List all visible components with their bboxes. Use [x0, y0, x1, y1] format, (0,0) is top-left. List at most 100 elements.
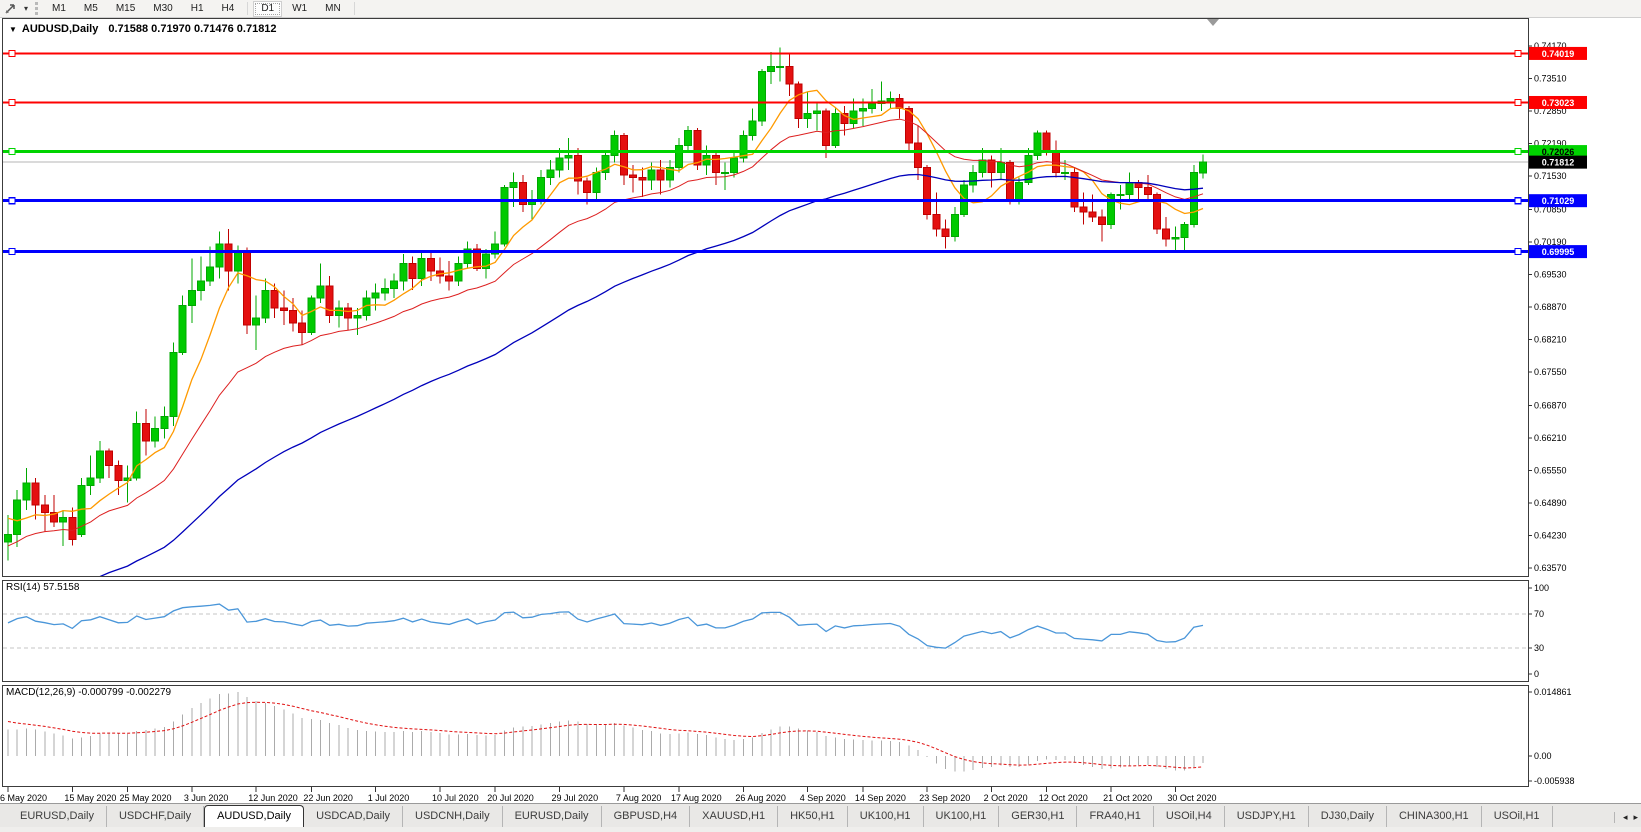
svg-text:0: 0 [1534, 669, 1539, 679]
tab-usoil-h1-17[interactable]: USOil,H1 [1482, 806, 1553, 827]
chart-tab-bar: EURUSD,Daily USDCHF,Daily AUDUSD,Daily USDC… [0, 803, 1641, 827]
svg-text:0.70850: 0.70850 [1534, 204, 1567, 214]
toolbar-separator [247, 2, 249, 15]
chart-title-caret-icon: ▼ [9, 25, 17, 34]
date-label: 29 Jul 2020 [552, 793, 599, 803]
ma-mid-line [7, 118, 1204, 547]
tab-usdchf-daily-1[interactable]: USDCHF,Daily [107, 806, 205, 827]
svg-text:0.71530: 0.71530 [1534, 171, 1567, 181]
hline-0.69995[interactable] [3, 247, 1528, 256]
panel-frames [2, 18, 1529, 787]
date-axis: 6 May 2020 15 May 2020 25 May 2020 3 Jun 20… [0, 787, 1216, 803]
date-label: 15 May 2020 [64, 793, 116, 803]
rsi-line [7, 603, 1204, 649]
toolbar-separator [353, 2, 355, 15]
cursor-tool-icon[interactable] [2, 1, 20, 16]
tab-eurusd-daily-5[interactable]: EURUSD,Daily [503, 806, 602, 827]
timeframe-button-w1[interactable]: W1 [292, 2, 308, 14]
date-label: 6 May 2020 [0, 793, 47, 803]
tab-eurusd-daily-0[interactable]: EURUSD,Daily [8, 806, 107, 827]
svg-text:-0.005938: -0.005938 [1534, 776, 1575, 786]
tabs-scroll-left-icon[interactable]: ◂ [1622, 812, 1628, 822]
status-strip [0, 827, 1641, 832]
tab-fra40-h1-12[interactable]: FRA40,H1 [1077, 806, 1154, 827]
price-axis: 0.74170 0.73510 0.72850 0.72190 0.71530 0.708… [1528, 41, 1567, 573]
svg-text:0.68210: 0.68210 [1534, 335, 1567, 345]
tab-ger30-h1-11[interactable]: GER30,H1 [999, 806, 1078, 827]
tab-scroll-arrows: ◂ ▸ [1613, 812, 1638, 823]
chart-ohlc-values: 0.71588 0.71970 0.71476 0.71812 [108, 23, 277, 35]
svg-text:0.72850: 0.72850 [1534, 106, 1567, 116]
timeframe-button-mn[interactable]: MN [325, 2, 341, 14]
chart-shift-marker-icon[interactable] [1207, 19, 1219, 26]
svg-text:0.69530: 0.69530 [1534, 269, 1567, 279]
price-badges: 0.74019 0.73023 0.72026 0.71029 0.69995 0.718… [1529, 46, 1587, 259]
svg-text:30: 30 [1534, 643, 1544, 653]
tab-china300-h1-16[interactable]: CHINA300,H1 [1387, 806, 1482, 827]
svg-text:0.70190: 0.70190 [1534, 237, 1567, 247]
svg-text:0.67550: 0.67550 [1534, 367, 1567, 377]
tab-dj30-daily-15[interactable]: DJ30,Daily [1309, 806, 1387, 827]
date-label: 26 Aug 2020 [735, 793, 786, 803]
svg-text:0.64890: 0.64890 [1534, 498, 1567, 508]
hline-0.74019[interactable] [3, 49, 1528, 58]
timeframe-button-m15[interactable]: M15 [115, 2, 136, 14]
svg-text:100: 100 [1534, 583, 1549, 593]
timeframe-button-m5[interactable]: M5 [83, 2, 98, 14]
svg-text:0.68870: 0.68870 [1534, 302, 1567, 312]
chart-title[interactable]: ▼ AUDUSD,Daily 0.71588 0.71970 0.71476 0.7… [9, 23, 277, 35]
macd-signal-line [7, 701, 1204, 769]
timeframe-button-m30[interactable]: M30 [153, 2, 173, 14]
chart-symbol-period: AUDUSD,Daily [21, 23, 99, 35]
timeframe-button-h1[interactable]: H1 [190, 2, 204, 14]
dropdown-caret-icon[interactable]: ▾ [23, 4, 28, 13]
tab-usdcad-daily-3[interactable]: USDCAD,Daily [304, 806, 404, 827]
candles [4, 47, 1207, 561]
chart-canvas[interactable]: 0.74170 0.73510 0.72850 0.72190 0.71530 0.708… [0, 0, 1641, 803]
macd-panel: 0.014861 0.00 -0.005938 [7, 687, 1575, 786]
hline-0.73023[interactable] [3, 98, 1528, 107]
timeframe-button-h4[interactable]: H4 [221, 2, 235, 14]
timeframe-button-d1[interactable]: D1 [253, 0, 283, 17]
svg-text:0.74170: 0.74170 [1534, 41, 1567, 51]
date-label: 30 Oct 2020 [1167, 793, 1216, 803]
svg-text:0.73510: 0.73510 [1534, 74, 1567, 84]
svg-text:0.00: 0.00 [1534, 751, 1552, 761]
rsi-panel: 100 70 30 0 [3, 583, 1549, 679]
macd-indicator-label: MACD(12,26,9) -0.000799 -0.002279 [6, 687, 172, 698]
date-label: 23 Sep 2020 [919, 793, 970, 803]
ma-fast-line [7, 89, 1204, 522]
date-label: 21 Oct 2020 [1103, 793, 1152, 803]
svg-text:0.71029: 0.71029 [1542, 196, 1575, 206]
date-label: 2 Oct 2020 [984, 793, 1028, 803]
date-label: 25 May 2020 [119, 793, 171, 803]
date-label: 1 Jul 2020 [368, 793, 410, 803]
hline-0.72026[interactable] [3, 147, 1528, 156]
date-label: 7 Aug 2020 [616, 793, 662, 803]
tab-audusd-daily-2[interactable]: AUDUSD,Daily [204, 805, 305, 827]
toolbar: ▾ M1 M5 M15 M30 H1 H4 D1 W1 MN [0, 0, 1641, 18]
tab-uk100-h1-10[interactable]: UK100,H1 [924, 806, 1000, 827]
tab-usdjpy-h1-14[interactable]: USDJPY,H1 [1225, 806, 1309, 827]
rsi-indicator-label: RSI(14) 57.5158 [6, 582, 80, 593]
svg-text:0.72026: 0.72026 [1542, 147, 1575, 157]
svg-text:0.74019: 0.74019 [1542, 49, 1575, 59]
tab-xauusd-h1-7[interactable]: XAUUSD,H1 [690, 806, 779, 827]
tab-gbpusd-h4-6[interactable]: GBPUSD,H4 [602, 806, 691, 827]
svg-text:0.014861: 0.014861 [1534, 687, 1572, 697]
tabs-scroll-right-icon[interactable]: ▸ [1633, 812, 1638, 822]
timeframe-button-m1[interactable]: M1 [52, 2, 66, 14]
date-label: 12 Jun 2020 [248, 793, 298, 803]
svg-text:0.73023: 0.73023 [1542, 98, 1575, 108]
tab-hk50-h1-8[interactable]: HK50,H1 [778, 806, 848, 827]
macd-histogram [7, 692, 1204, 772]
tab-uk100-h1-9[interactable]: UK100,H1 [848, 806, 924, 827]
toolbar-grip [35, 2, 38, 15]
tab-usdcnh-daily-4[interactable]: USDCNH,Daily [403, 806, 503, 827]
tab-usoil-h4-13[interactable]: USOil,H4 [1154, 806, 1225, 827]
ma-slow-line [99, 173, 1204, 576]
svg-text:0.66870: 0.66870 [1534, 400, 1567, 410]
svg-text:0.69995: 0.69995 [1542, 247, 1575, 257]
hline-0.71029[interactable] [3, 197, 1528, 205]
date-label: 4 Sep 2020 [800, 793, 846, 803]
